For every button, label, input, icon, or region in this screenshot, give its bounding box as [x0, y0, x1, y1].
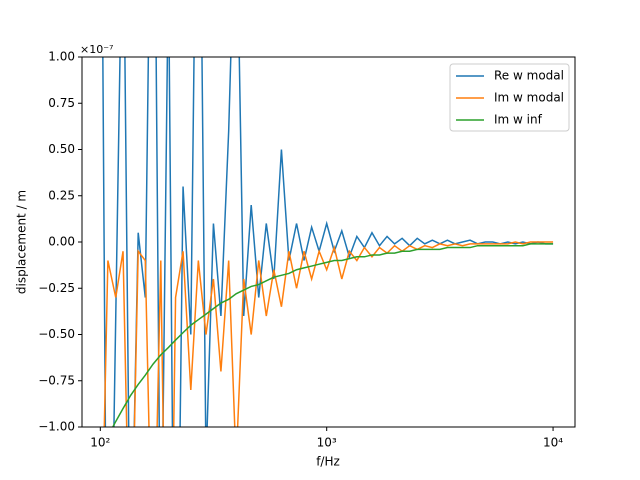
plot-area [102, 57, 554, 427]
y-tick-label: −0.75 [38, 373, 75, 387]
legend-label: Im w inf [494, 113, 543, 127]
x-tick-label: 10³ [317, 436, 337, 450]
x-tick-label: 10² [90, 436, 110, 450]
x-axis-label: f/Hz [316, 455, 340, 469]
y-tick-label: −0.50 [38, 327, 75, 341]
legend-box [449, 63, 570, 132]
y-tick-label: −0.25 [38, 281, 75, 295]
data-line [103, 241, 554, 427]
legend-label: Im w modal [494, 91, 564, 105]
x-tick-label: 10⁴ [543, 436, 563, 450]
y-tick-label: 0.00 [48, 235, 75, 249]
y-offset-label: ×10⁻⁷ [80, 43, 113, 56]
y-tick-label: 0.25 [48, 188, 75, 202]
y-tick-label: 0.75 [48, 96, 75, 110]
data-line [111, 243, 554, 427]
y-axis-label: displacement / m [15, 190, 29, 294]
y-tick-label: 1.00 [48, 50, 75, 64]
legend-label: Re w modal [494, 69, 564, 83]
y-tick-label: 0.50 [48, 142, 75, 156]
y-tick-label: −1.00 [38, 420, 75, 434]
